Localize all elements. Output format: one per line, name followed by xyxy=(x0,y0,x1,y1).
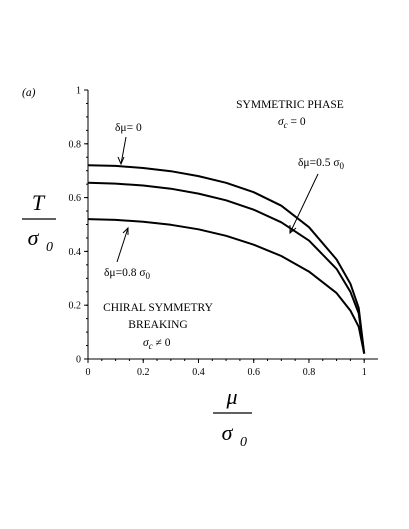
x-label-numerator: μ xyxy=(225,384,237,409)
y-label-sigma: σ xyxy=(28,225,40,250)
x-label-subscript: 0 xyxy=(240,435,247,450)
x-tick-label: 0.8 xyxy=(303,367,316,378)
y-label-subscript: 0 xyxy=(46,240,53,255)
y-label-numerator: T xyxy=(32,190,46,215)
arrowhead-dmu-08 xyxy=(122,226,129,235)
y-tick-label: 0.6 xyxy=(69,193,82,204)
symmetric-phase-label: SYMMETRIC PHASE xyxy=(236,99,344,111)
y-axis-ticks: 0 0.2 0.4 0.6 0.8 1 xyxy=(69,86,88,366)
x-tick-label: 0.2 xyxy=(137,367,150,378)
chiral-breaking-label-2: BREAKING xyxy=(128,319,187,331)
symmetric-phase-sigma: σc = 0 xyxy=(278,116,306,130)
chiral-breaking-sigma: σc ≠ 0 xyxy=(143,337,171,351)
x-axis-label: μ σ 0 xyxy=(213,384,252,450)
y-tick-label: 0.4 xyxy=(69,247,82,258)
curve-label-dmu-08: δμ=0.8 σ0 xyxy=(104,267,151,281)
arrow-dmu-05 xyxy=(289,173,319,234)
x-tick-label: 0.4 xyxy=(192,367,205,378)
phase-boundary-curves xyxy=(87,164,366,354)
x-label-sigma: σ xyxy=(222,420,234,445)
curve-series-2 xyxy=(87,181,366,354)
panel-label: (a) xyxy=(22,87,36,99)
y-tick-label: 0 xyxy=(76,355,81,366)
curve-label-dmu-05: δμ=0.5 σ0 xyxy=(298,157,345,171)
y-tick-label: 1 xyxy=(76,86,81,97)
x-tick-label: 1 xyxy=(362,367,367,378)
arrowhead-dmu-0 xyxy=(117,156,125,166)
y-tick-label: 0.2 xyxy=(69,301,82,312)
y-tick-label: 0.8 xyxy=(69,139,82,150)
curve-label-dmu-0: δμ= 0 xyxy=(115,122,142,134)
curve-series-3 xyxy=(87,218,366,354)
y-axis-label: T σ 0 xyxy=(22,190,56,255)
chiral-breaking-label-1: CHIRAL SYMMETRY xyxy=(103,302,213,314)
x-tick-label: 0 xyxy=(86,367,91,378)
arrowhead-dmu-05 xyxy=(289,225,297,235)
arrow-dmu-08 xyxy=(116,227,129,263)
curve-series-1 xyxy=(87,164,366,354)
annotations: SYMMETRIC PHASE σc = 0 CHIRAL SYMMETRY B… xyxy=(103,99,344,351)
arrow-dmu-0 xyxy=(120,136,127,165)
x-axis-ticks: 0 0.2 0.4 0.6 0.8 1 xyxy=(86,359,367,378)
x-tick-label: 0.6 xyxy=(247,367,260,378)
